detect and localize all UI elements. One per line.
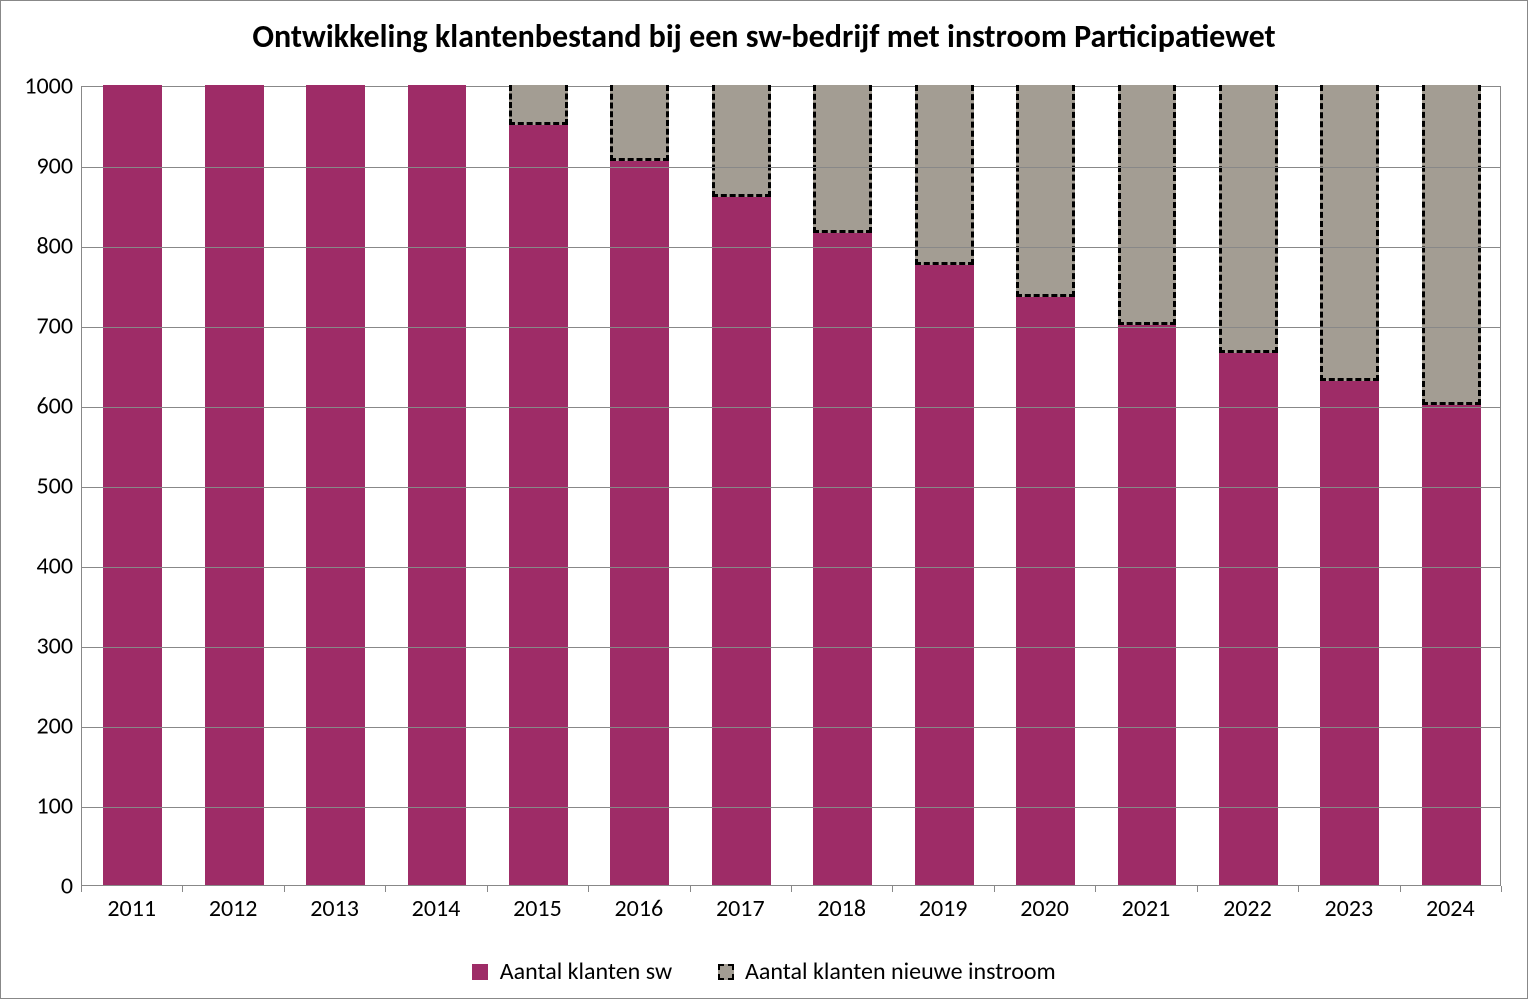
x-tick-mark [892,886,893,892]
y-tick-label: 600 [13,392,73,421]
y-tick-label: 700 [13,312,73,341]
bar-nieuwe-instroom [813,85,872,233]
bar-nieuwe-instroom [1422,85,1481,405]
plot-area [81,86,1501,886]
bar-sw [1320,381,1379,885]
bar-sw [205,85,264,885]
legend-swatch-sw [472,964,488,980]
legend-item-sw: Aantal klanten sw [472,955,672,986]
bars-layer [82,87,1500,885]
legend-label-instroom: Aantal klanten nieuwe instroom [745,957,1056,986]
y-tick-label: 500 [13,472,73,501]
x-tick-label: 2022 [1223,894,1272,923]
x-tick-mark [994,886,995,892]
y-tick-label: 900 [13,152,73,181]
x-tick-label: 2014 [412,894,461,923]
bar-nieuwe-instroom [1219,85,1278,353]
bar-nieuwe-instroom [1016,85,1075,297]
x-tick-label: 2018 [817,894,866,923]
gridline [82,647,1500,648]
x-tick-mark [1501,886,1502,892]
x-tick-mark [385,886,386,892]
gridline [82,807,1500,808]
x-tick-label: 2020 [1020,894,1069,923]
bar-sw [1118,325,1177,885]
bar-sw [610,161,669,885]
x-tick-mark [588,886,589,892]
bar-sw [408,85,467,885]
x-tick-mark [81,886,82,892]
x-axis: 2011 2012 2013 2014 2015 2016 2017 2018 2019 2020… [81,886,1501,930]
x-tick-mark [1197,886,1198,892]
y-tick-label: 800 [13,232,73,261]
x-tick-label: 2016 [615,894,664,923]
x-tick-mark [182,886,183,892]
legend-swatch-instroom [718,964,734,980]
gridline [82,167,1500,168]
chart-frame: Ontwikkeling klantenbestand bij een sw-b… [0,0,1528,999]
bar-sw [103,85,162,885]
x-tick-mark [1400,886,1401,892]
y-tick-label: 200 [13,712,73,741]
bar-sw [1219,353,1278,885]
bar-sw [915,265,974,885]
y-axis: 01002003004005006007008009001000 [9,86,81,886]
chart-title: Ontwikkeling klantenbestand bij een sw-b… [1,17,1527,56]
bar-sw [509,125,568,885]
x-tick-label: 2017 [716,894,765,923]
bar-nieuwe-instroom [1320,85,1379,381]
gridline [82,567,1500,568]
gridline [82,327,1500,328]
bar-sw [306,85,365,885]
bar-nieuwe-instroom [915,85,974,265]
x-tick-mark [690,886,691,892]
gridline [82,247,1500,248]
y-tick-label: 400 [13,552,73,581]
y-tick-label: 300 [13,632,73,661]
x-tick-mark [487,886,488,892]
bar-nieuwe-instroom [610,85,669,161]
bar-sw [712,197,771,885]
x-tick-label: 2019 [919,894,968,923]
bar-nieuwe-instroom [509,85,568,125]
legend-label-sw: Aantal klanten sw [500,957,672,986]
gridline [82,727,1500,728]
y-tick-label: 1000 [13,72,73,101]
gridline [82,407,1500,408]
x-tick-label: 2023 [1325,894,1374,923]
bar-sw [813,233,872,885]
x-tick-label: 2012 [209,894,258,923]
x-tick-label: 2021 [1122,894,1171,923]
x-tick-label: 2013 [310,894,359,923]
x-tick-mark [1298,886,1299,892]
y-tick-label: 0 [13,872,73,901]
y-tick-label: 100 [13,792,73,821]
bar-nieuwe-instroom [1118,85,1177,325]
x-tick-mark [1095,886,1096,892]
x-tick-label: 2015 [513,894,562,923]
bar-sw [1016,297,1075,885]
x-tick-mark [284,886,285,892]
bar-sw [1422,405,1481,885]
legend: Aantal klanten sw Aantal klanten nieuwe … [1,955,1527,986]
bar-nieuwe-instroom [712,85,771,197]
legend-item-instroom: Aantal klanten nieuwe instroom [718,955,1056,986]
gridline [82,487,1500,488]
x-tick-label: 2024 [1426,894,1475,923]
x-tick-mark [791,886,792,892]
x-tick-label: 2011 [107,894,156,923]
